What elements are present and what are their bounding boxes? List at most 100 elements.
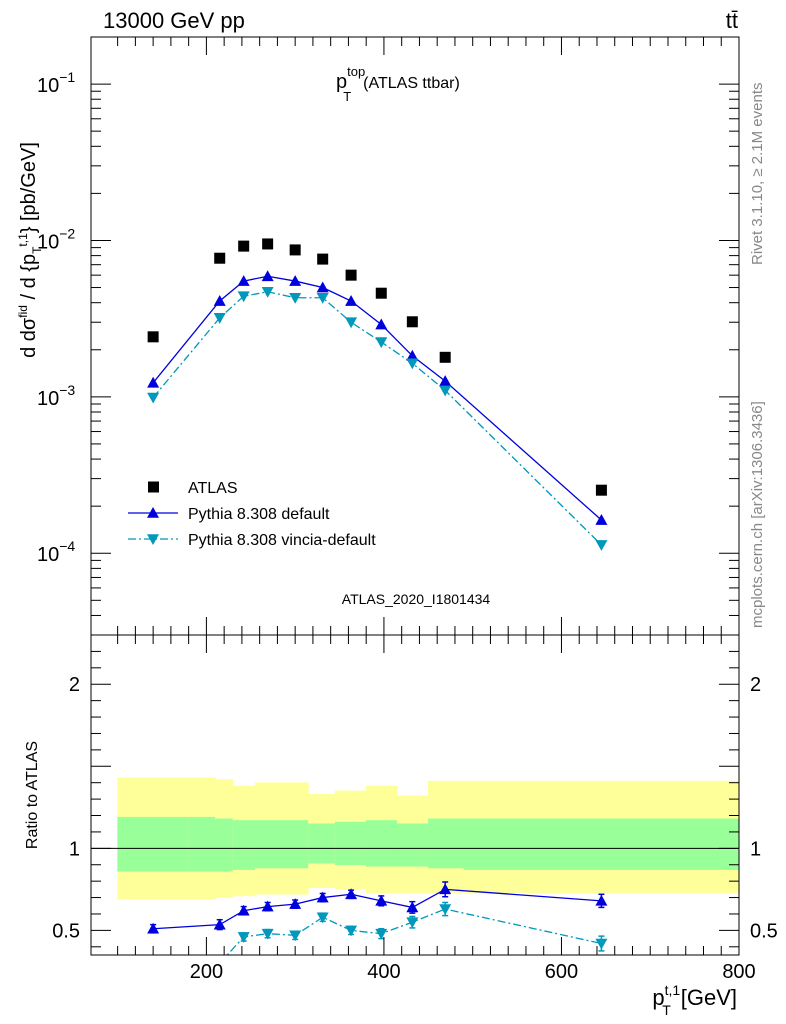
ratio-pythia-default-point [289,898,302,909]
pythia-default-point [439,375,452,386]
pythia-vincia-point [289,292,302,304]
ratio-frame [90,634,740,956]
pythia-vincia-point [147,392,160,404]
uncertainty-band-inner [254,820,283,869]
uncertainty-band-inner [396,823,429,867]
ratio-ylabel: Ratio to ATLAS [24,741,41,849]
ratio-ytick-label-left: 2 [69,674,80,696]
ratio-pythia-default-point [237,904,250,916]
pythia-default-point [237,275,250,286]
pythia-vincia-point [406,358,419,370]
uncertainty-band-inner [188,816,216,872]
ratio-pythia-default-point [261,900,274,912]
legend: ATLAS Pythia 8.308 default Pythia 8.308 vi… [128,480,376,549]
ratio-xtick-label: 400 [367,961,400,983]
svg-text:d dσfid / d {pTt,1} [pb/GeV]: d dσfid / d {pTt,1} [pb/GeV] [16,142,44,358]
mcplots-label: mcplots.cern.ch [arXiv:1306.3436] [749,401,766,628]
atlas-data-point [406,316,418,328]
ratio-line-pythia-vincia [226,908,602,955]
uncertainty-band-inner [365,820,398,867]
pythia-default-point [213,295,226,306]
pythia-vincia-point [375,337,388,349]
ratio-ytick-label-right: 1 [750,838,761,860]
ratio-xlabel: pt,1 T [GeV] [652,982,737,1018]
legend-marker [147,534,159,545]
header-process-label: tt̄ [726,8,738,33]
atlas-data-point [262,238,274,250]
ratio-pythia-default-point [375,894,388,906]
ratio-panel: 200 400 600 800 0.5 0.5 1 1 2 2 Ratio to ATLAS p… [24,634,778,1018]
pythia-vincia-point [261,286,274,298]
uncertainty-band-inner [428,818,465,869]
analysis-watermark: ATLAS_2020_I1801434 [342,591,491,607]
main-ytick-label: 10−3 [37,382,75,410]
pythia-default-point [147,376,160,388]
ratio-ytick-label-right: 2 [750,674,761,696]
ratio-pythia-default-point [213,918,226,930]
ratio-xtick-label: 200 [190,961,223,983]
ratio-pythia-vincia-point [289,930,302,942]
main-ytick-label: 10−1 [37,69,75,97]
ratio-ytick-label-left: 0.5 [52,920,80,942]
pythia-vincia-point [345,317,358,329]
ratio-pythia-default-point [406,901,419,913]
atlas-data-point [439,351,451,363]
legend-label: ATLAS [188,480,238,497]
atlas-data-point [238,240,250,252]
ratio-pythia-vincia-point [375,928,388,940]
pythia-vincia-point [595,540,608,551]
atlas-data-point [375,287,387,299]
ratio-pythia-vincia-point [595,938,608,950]
header-energy-label: 13000 GeV pp [103,8,245,33]
ratio-pythia-default-point [316,891,329,903]
ratio-pythia-default-point [595,894,608,906]
ratio-pythia-default-point [439,883,452,895]
uncertainty-band-inner [232,820,256,870]
main-ylabel: d dσfid / d {pTt,1} [pb/GeV] [16,142,44,358]
legend-marker-atlas [148,481,159,493]
pythia-vincia-point [439,385,452,397]
legend-marker [147,507,159,518]
ratio-pythia-vincia-point [406,917,419,929]
ratio-pythia-vincia-point [261,928,274,940]
atlas-data-point [147,331,159,343]
atlas-data-point [345,269,357,281]
uncertainty-band-inner [308,823,336,864]
pythia-vincia-point [213,313,226,324]
ratio-pythia-vincia-point [316,912,329,924]
main-ytick-label: 10−2 [37,225,75,253]
uncertainty-band-inner [334,821,367,865]
pythia-vincia-point [237,291,250,303]
main-title: ptop T(ATLAS ttbar) [336,64,460,104]
pythia-default-point [261,270,274,282]
pythia-vincia-point [316,292,329,304]
pythia-default-point [316,281,329,293]
ratio-pythia-default-point [147,922,160,934]
uncertainty-band-inner [215,818,234,872]
atlas-data-point [595,484,607,496]
uncertainty-band-inner [117,816,189,872]
main-panel: 10−1 10−2 10−3 10−4 ptop T(ATLAS ttbar) d dσ… [16,36,740,636]
main-ytick-label: 10−4 [37,538,75,566]
pythia-default-point [289,275,302,286]
atlas-data-point [289,244,301,256]
ratio-pythia-vincia-point [345,925,358,937]
series-line-pythia-vincia [152,291,602,546]
atlas-data-point [214,252,226,264]
ratio-ytick-label-left: 1 [69,838,80,860]
legend-label: Pythia 8.308 vincia-default [188,532,376,549]
pythia-default-point [345,295,358,306]
legend-label: Pythia 8.308 default [188,506,330,523]
pythia-default-point [406,349,419,361]
uncertainty-band-inner [281,820,309,869]
uncertainty-band-inner [463,818,739,870]
ratio-xtick-label: 600 [545,961,578,983]
atlas-data-point [317,253,329,265]
ratio-xtick-label: 800 [722,961,755,983]
ratio-pythia-vincia-point [439,904,452,916]
ratio-ytick-label-right: 0.5 [750,920,778,942]
rivet-version-label: Rivet 3.1.10, ≥ 2.1M events [749,83,766,266]
pythia-default-point [595,514,608,525]
ratio-pythia-default-point [345,888,358,900]
